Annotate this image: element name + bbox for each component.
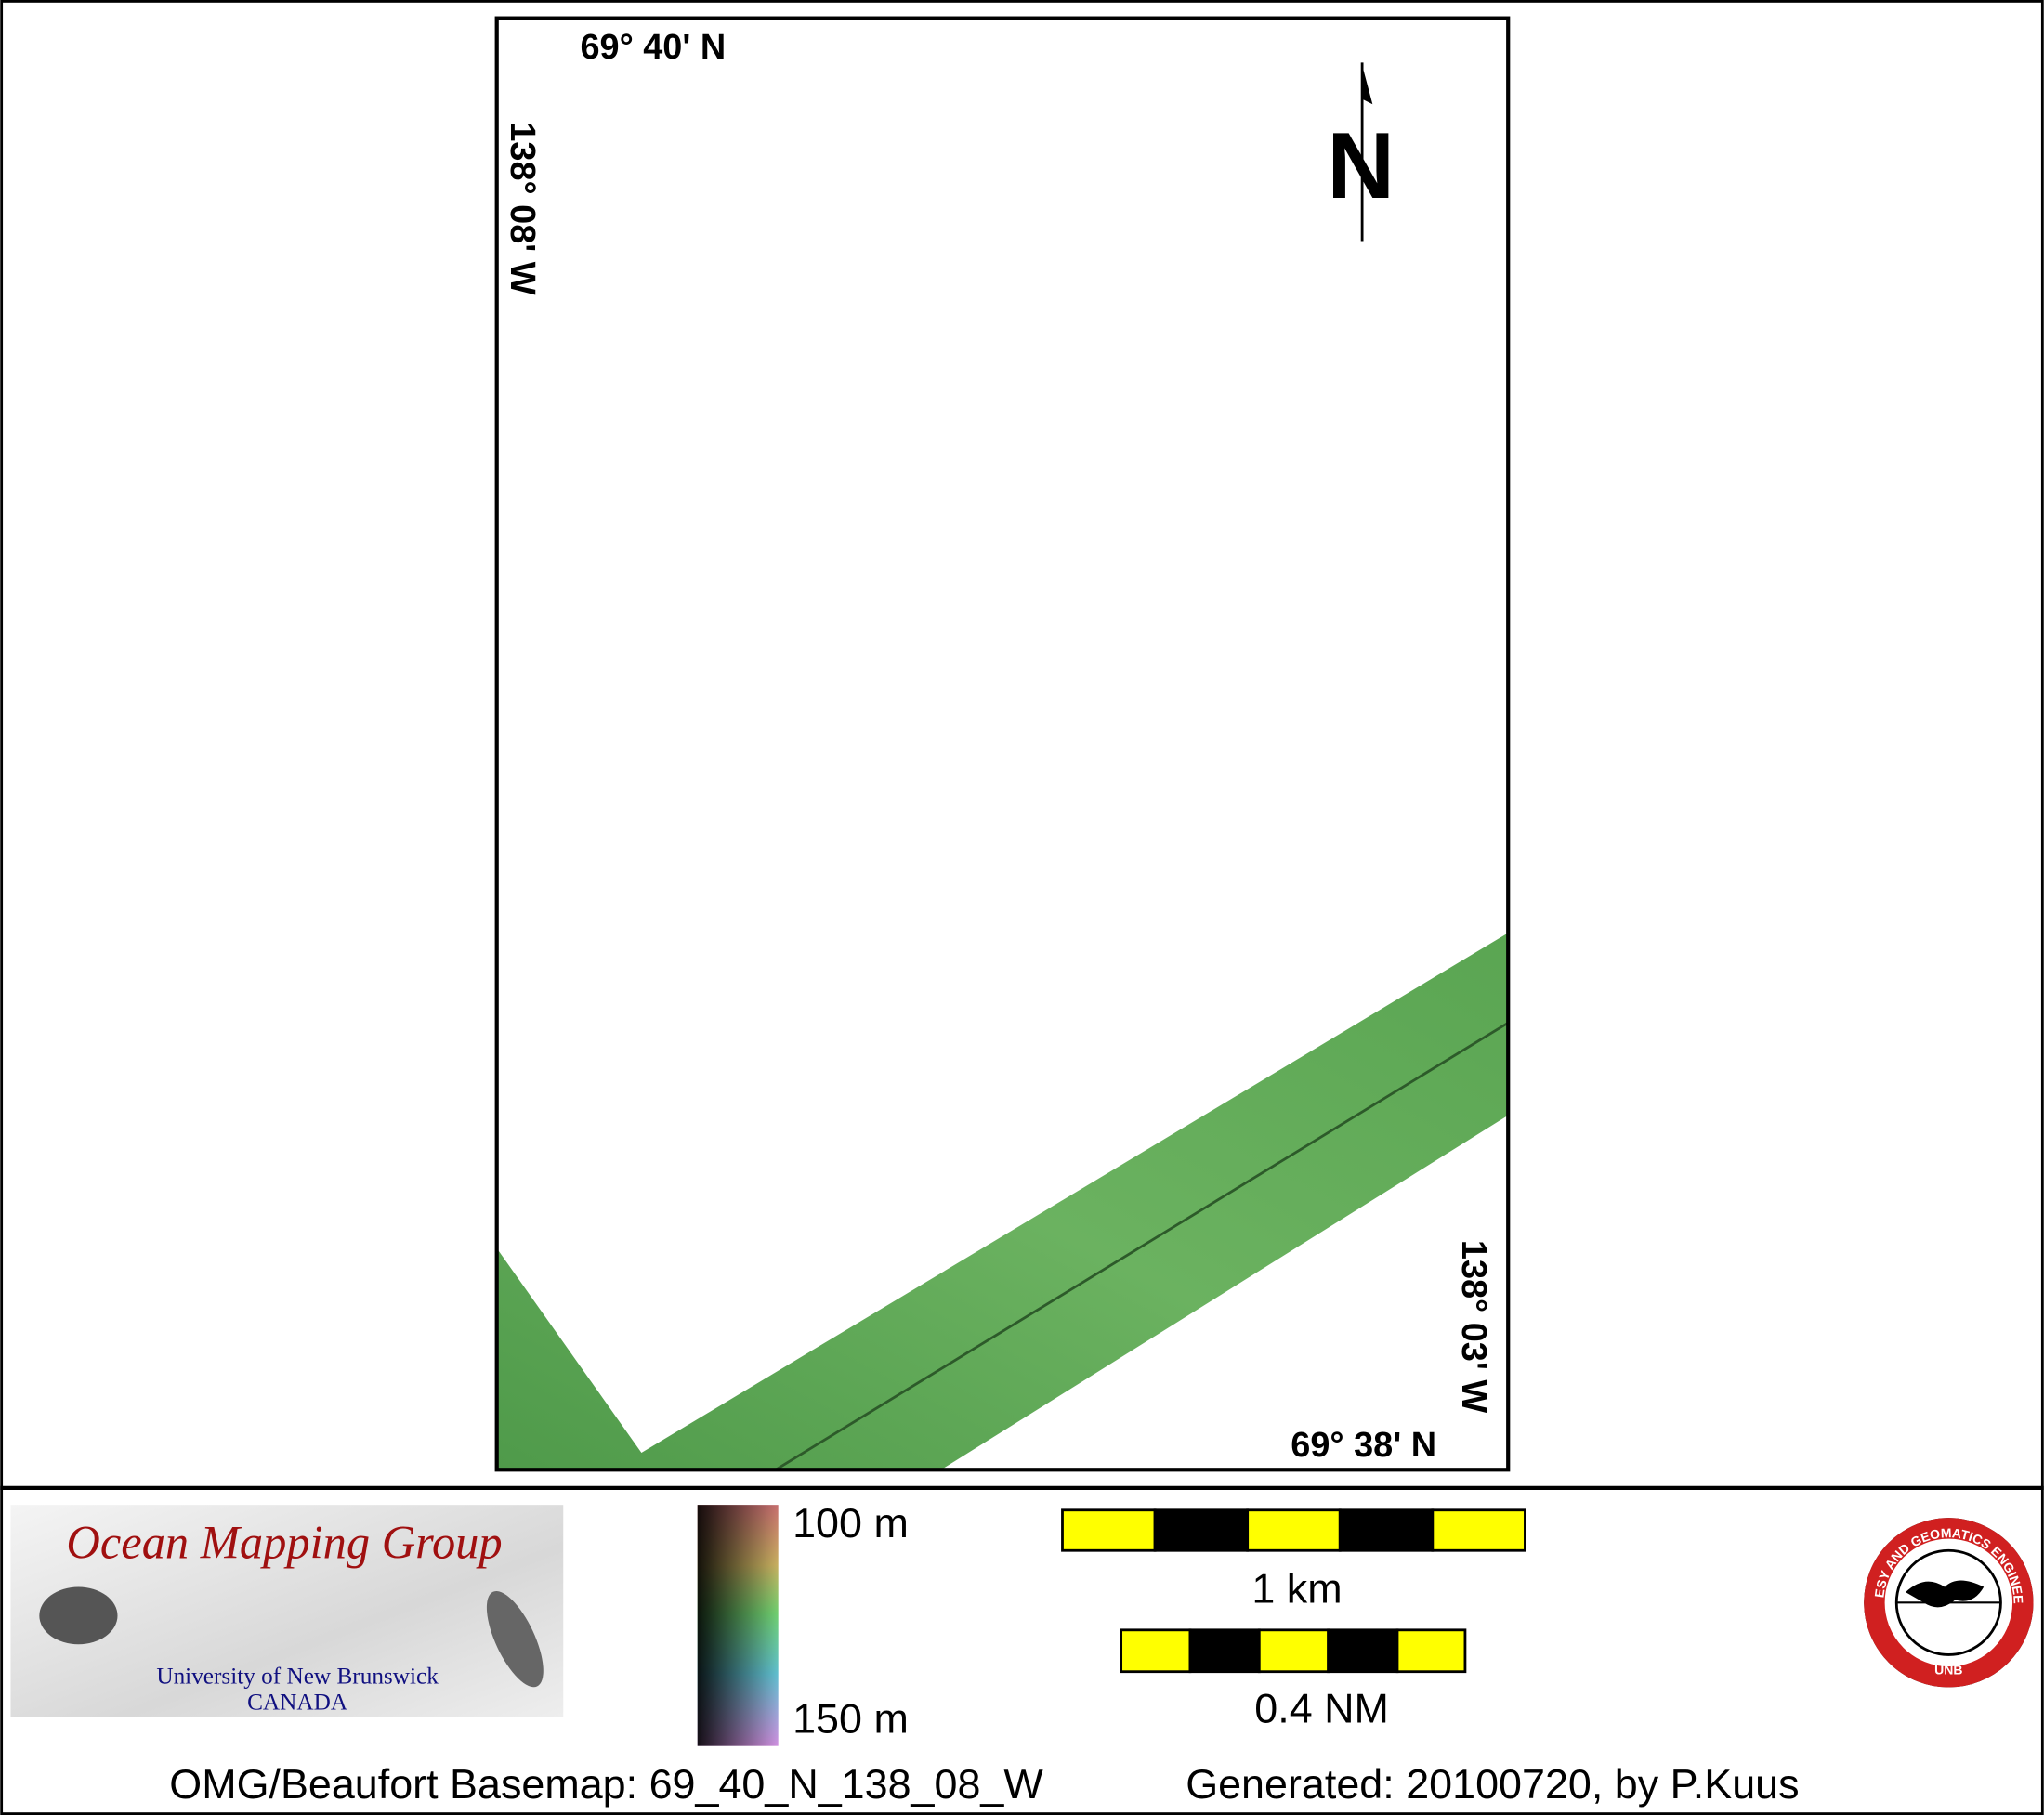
seal-continents [1906, 1580, 1985, 1608]
scale-bar-km [1061, 1508, 1526, 1552]
scale-segment [1246, 1508, 1342, 1552]
logo-ship [39, 1586, 118, 1645]
top-latitude: 69° 40' N [580, 28, 726, 67]
scale-segment [1120, 1628, 1192, 1674]
logo-title: Ocean Mapping Group [66, 1517, 502, 1569]
depth-top-label: 100 m [793, 1499, 909, 1547]
logo-sonar [486, 1591, 544, 1688]
north-label: N [1327, 114, 1395, 218]
bathymetry-swath [496, 933, 1509, 1470]
scale-segment [1395, 1628, 1467, 1674]
footer-generated: Generated: 20100720, by P.Kuus [1186, 1760, 1799, 1808]
scale-segment [1257, 1628, 1330, 1674]
seal-bottom-text: UNB [1934, 1663, 1962, 1678]
right-longitude: 138° 03' W [1454, 1240, 1493, 1413]
scale-segment [1327, 1628, 1399, 1674]
scale-km-label: 1 km [1251, 1564, 1342, 1612]
scale-segment [1061, 1508, 1157, 1552]
scale-bar-nm [1120, 1628, 1467, 1674]
logo-country: CANADA [247, 1690, 348, 1715]
logo-university: University of New Brunswick [156, 1664, 439, 1689]
pipeline-trench [775, 1021, 1509, 1471]
seal-ring [1864, 1518, 2034, 1688]
scale-nm-label: 0.4 NM [1254, 1684, 1389, 1731]
depth-colorbar-shade [697, 1505, 779, 1746]
depth-bottom-label: 150 m [793, 1695, 909, 1743]
bottom-latitude: 69° 38' N [1291, 1426, 1436, 1465]
scale-segment [1188, 1628, 1261, 1674]
scale-segment [1153, 1508, 1250, 1552]
scale-segment [1338, 1508, 1435, 1552]
scale-segment [1431, 1508, 1526, 1552]
left-longitude: 138° 08' W [503, 122, 542, 294]
map-frame [494, 16, 1511, 1472]
footer-basemap: OMG/Beaufort Basemap: 69_40_N_138_08_W [169, 1760, 1043, 1808]
